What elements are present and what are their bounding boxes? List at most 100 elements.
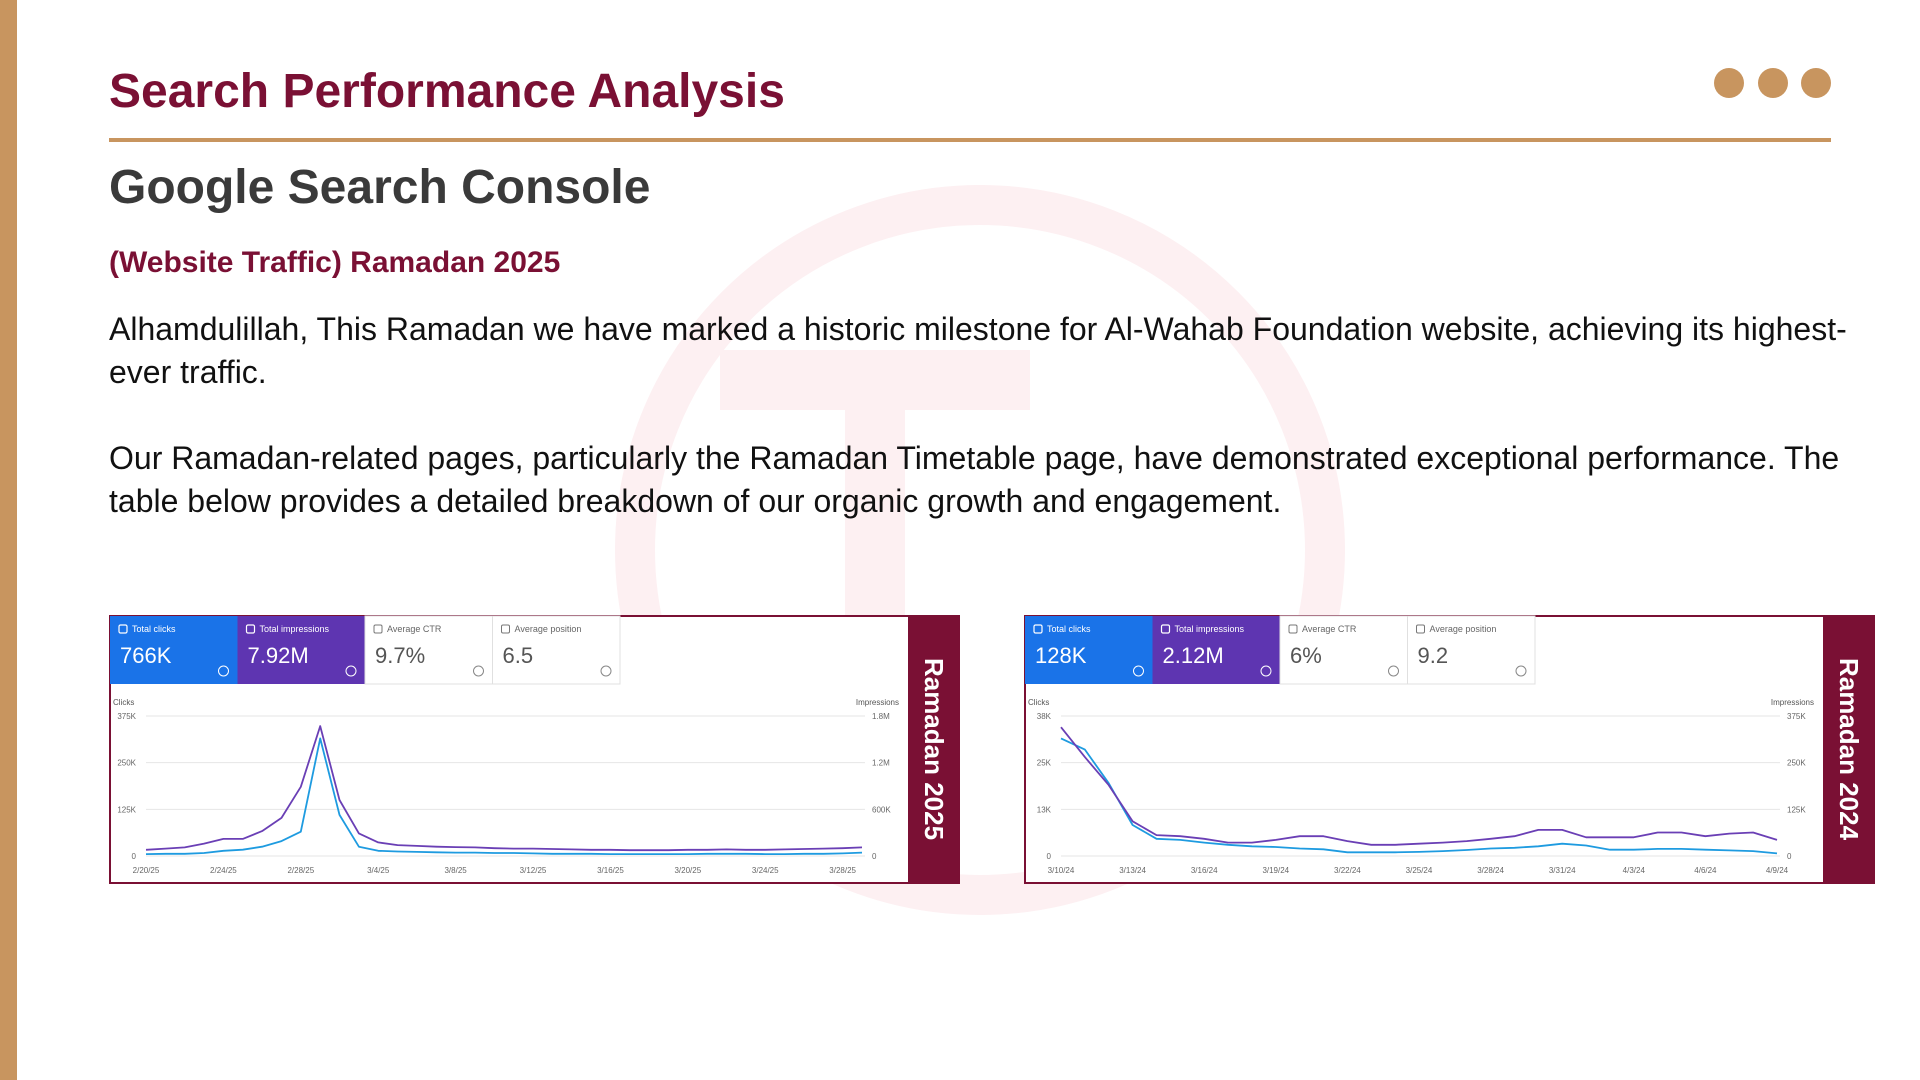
help-icon: [345, 665, 357, 677]
x-tick-label: 4/6/24: [1694, 866, 1717, 875]
metric-name: Total clicks: [1047, 624, 1091, 634]
metric-card: [364, 615, 493, 685]
side-tab-label: Ramadan 2024: [1834, 658, 1864, 841]
side-tab: [908, 615, 960, 884]
x-tick-label: 3/12/25: [520, 866, 547, 875]
metric-value: 7.92M: [248, 643, 309, 668]
series-line: [1060, 737, 1778, 855]
checkbox: [373, 624, 383, 634]
x-tick-label: 3/22/24: [1334, 866, 1361, 875]
side-tab-label: Ramadan 2025: [919, 658, 949, 840]
checkbox: [501, 624, 510, 634]
y2-tick-label: 125K: [1787, 805, 1806, 814]
x-tick-label: 3/20/25: [674, 866, 701, 875]
x-tick-label: 3/8/25: [444, 866, 467, 875]
x-tick-label: 3/19/24: [1262, 866, 1289, 875]
metric-name: Average CTR: [1302, 624, 1357, 634]
checkbox: [118, 624, 128, 634]
x-tick-label: 3/16/25: [597, 866, 624, 875]
paragraph: Our Ramadan-related pages, particularly …: [109, 440, 1840, 519]
body-text: Alhamdulillah, This Ramadan we have mark…: [109, 308, 1899, 566]
metric-name: Total impressions: [1175, 624, 1245, 634]
checkbox: [1416, 624, 1425, 634]
slide-title: Search Performance Analysis: [109, 65, 785, 118]
checkbox: [1160, 624, 1171, 634]
heading: Google Search Console: [109, 161, 651, 214]
metric-card: [237, 616, 365, 684]
divider: [109, 138, 1831, 142]
x-tick-label: 4/9/24: [1766, 866, 1789, 875]
y2-tick-label: 0: [1787, 852, 1792, 861]
y-tick-label: 375K: [117, 712, 136, 721]
y-tick-label: 13K: [1037, 805, 1052, 814]
x-tick-label: 3/28/25: [829, 866, 856, 875]
metric-card: [110, 616, 238, 684]
help-icon: [600, 665, 612, 677]
checkbox: [1288, 624, 1298, 634]
x-tick-label: 3/28/24: [1477, 866, 1504, 875]
y-axis-title: Clicks: [1028, 698, 1049, 707]
metric-card: [1025, 616, 1153, 684]
x-tick-label: 2/20/25: [133, 866, 160, 875]
metric-card: [492, 615, 621, 685]
metric-name: Total clicks: [132, 624, 176, 634]
metric-name: Average position: [1430, 624, 1497, 634]
y-axis-title: Clicks: [113, 698, 134, 707]
checkbox: [245, 624, 256, 634]
x-tick-label: 2/28/25: [287, 866, 314, 875]
y2-tick-label: 0: [872, 852, 877, 861]
subheading: (Website Traffic) Ramadan 2025: [109, 246, 561, 279]
y2-tick-label: 1.8M: [872, 712, 890, 721]
metric-value: 9.7%: [375, 643, 425, 668]
x-tick-label: 3/10/24: [1048, 866, 1075, 875]
checkbox: [1033, 624, 1043, 634]
x-tick-label: 3/16/24: [1191, 866, 1218, 875]
metric-card: [1152, 616, 1280, 684]
chart: Total clicks 128K Total impressions 2.12M Av…: [1024, 615, 1875, 884]
metric-value: 2.12M: [1163, 643, 1224, 668]
x-tick-label: 3/4/25: [367, 866, 390, 875]
metric-name: Total impressions: [260, 624, 330, 634]
series-line: [1060, 726, 1778, 846]
y2-tick-label: 600K: [872, 805, 891, 814]
x-tick-label: 3/25/24: [1406, 866, 1433, 875]
metric-card: [1407, 615, 1536, 685]
x-tick-label: 3/31/24: [1549, 866, 1576, 875]
metric-name: Average position: [515, 624, 582, 634]
dots: [1714, 68, 1831, 98]
y-tick-label: 250K: [117, 759, 136, 768]
y2-tick-label: 250K: [1787, 759, 1806, 768]
help-icon: [218, 665, 229, 677]
y2-axis-title: Impressions: [1771, 698, 1814, 707]
paragraph: Alhamdulillah, This Ramadan we have mark…: [109, 311, 1847, 390]
metric-name: Average CTR: [387, 624, 442, 634]
y2-tick-label: 1.2M: [872, 759, 890, 768]
help-icon: [1388, 665, 1399, 677]
y-tick-label: 25K: [1037, 759, 1052, 768]
metric-card: [1279, 615, 1408, 685]
x-tick-label: 3/13/24: [1119, 866, 1146, 875]
metric-value: 766K: [120, 643, 172, 668]
metric-value: 6.5: [503, 643, 534, 668]
side-bar: [0, 0, 17, 1080]
chart: Total clicks 766K Total impressions 7.92M Av…: [109, 615, 960, 884]
y2-tick-label: 375K: [1787, 712, 1806, 721]
y-tick-label: 0: [1047, 852, 1052, 861]
y-tick-label: 38K: [1037, 712, 1052, 721]
side-tab: [1823, 615, 1875, 884]
y-tick-label: 0: [132, 852, 137, 861]
x-tick-label: 4/3/24: [1623, 866, 1646, 875]
x-tick-label: 2/24/25: [210, 866, 237, 875]
metric-value: 128K: [1035, 643, 1087, 668]
help-icon: [473, 665, 484, 677]
help-icon: [1515, 665, 1527, 677]
x-tick-label: 3/24/25: [752, 866, 779, 875]
help-icon: [1260, 665, 1272, 677]
series-line: [145, 737, 863, 855]
metric-value: 9.2: [1418, 643, 1449, 668]
help-icon: [1133, 665, 1144, 677]
metric-value: 6%: [1290, 643, 1322, 668]
y-tick-label: 125K: [117, 805, 136, 814]
y2-axis-title: Impressions: [856, 698, 899, 707]
